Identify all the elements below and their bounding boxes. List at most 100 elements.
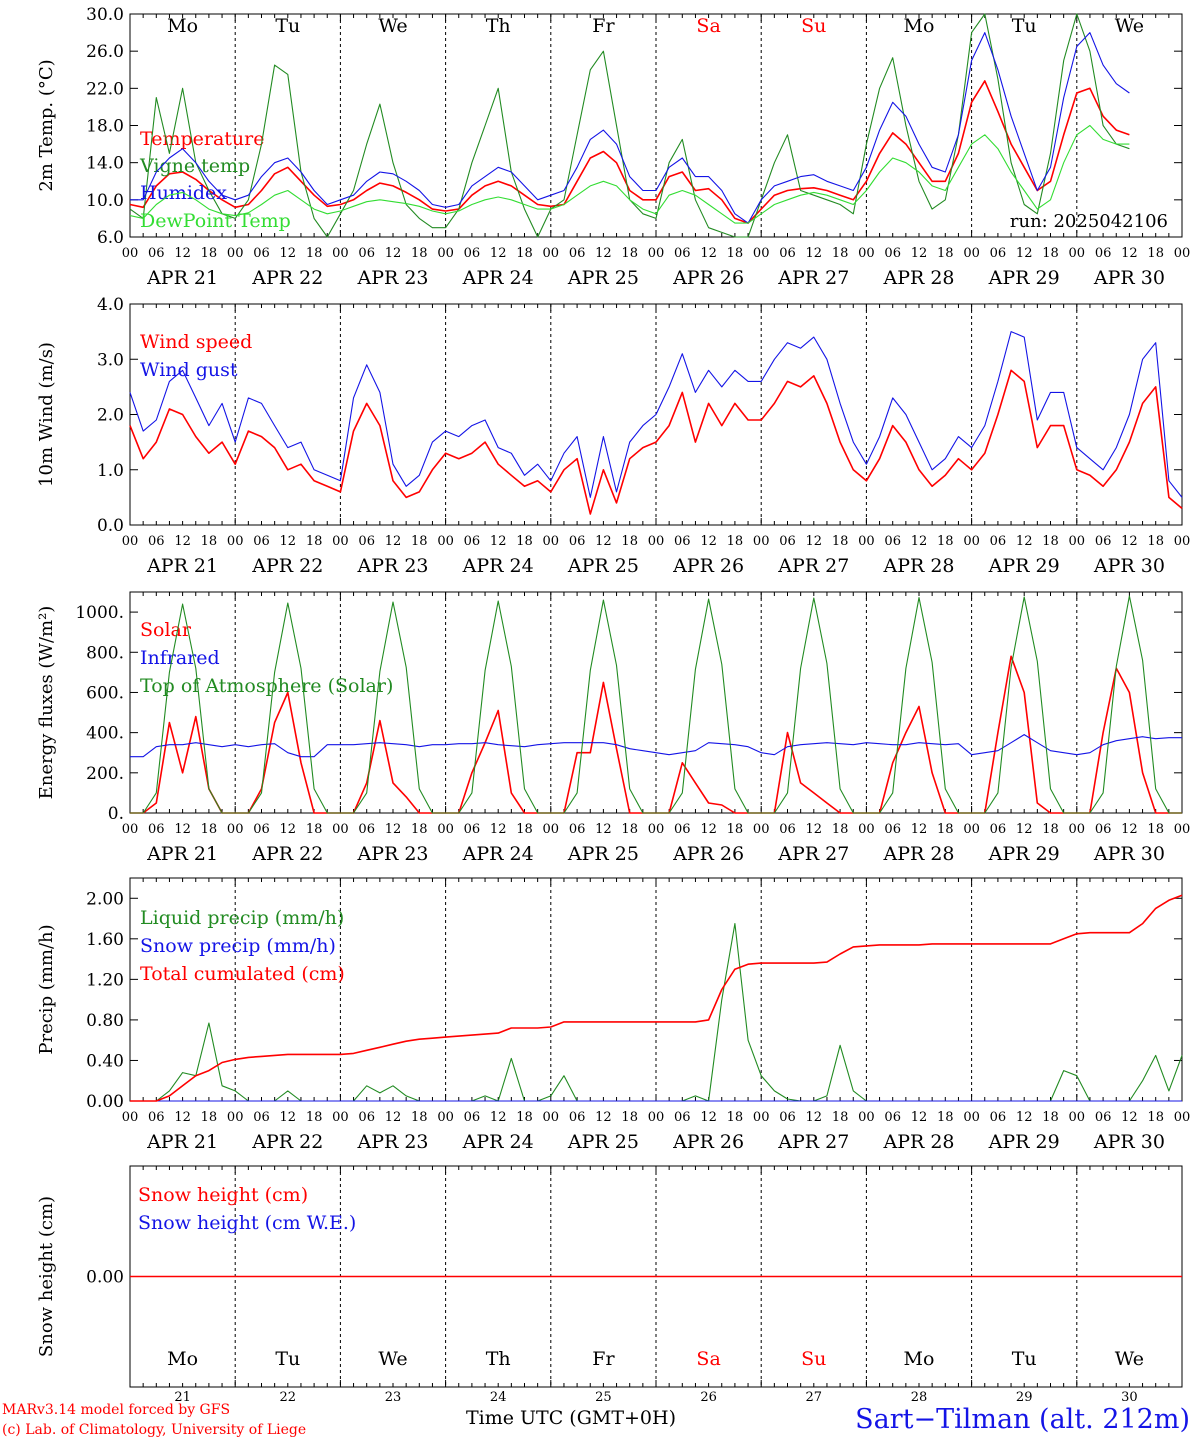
time-axis-label: Time UTC (GMT+0H) <box>466 1407 676 1429</box>
hour-tick-label: 06 <box>253 246 270 261</box>
hour-tick-label: 06 <box>569 822 586 837</box>
date-label: APR 25 <box>567 267 639 289</box>
hour-tick-label: 00 <box>858 534 875 549</box>
hour-tick-label: 18 <box>937 1110 954 1125</box>
weekday-label: We <box>378 1348 407 1370</box>
hour-tick-label: 00 <box>332 246 349 261</box>
day-number-label: 29 <box>1016 1390 1033 1405</box>
date-label: APR 28 <box>882 843 954 865</box>
weekday-label: Tu <box>275 15 300 37</box>
hour-tick-label: 18 <box>201 534 218 549</box>
hour-tick-label: 00 <box>648 1110 665 1125</box>
hour-tick-label: 12 <box>911 822 928 837</box>
hour-tick-label: 12 <box>1016 246 1033 261</box>
y-axis-label: 2m Temp. (°C) <box>36 59 57 191</box>
y-axis-label: 10m Wind (m/s) <box>36 342 57 487</box>
hour-tick-label: 00 <box>437 534 454 549</box>
hour-tick-label: 18 <box>201 822 218 837</box>
hour-tick-label: 18 <box>937 822 954 837</box>
legend-entry: Snow height (cm W.E.) <box>138 1212 356 1234</box>
weekday-label: Fr <box>592 1348 615 1370</box>
series-line-temperature <box>129 80 1130 224</box>
hour-tick-label: 00 <box>437 246 454 261</box>
run-label: run: 2025042106 <box>1010 211 1168 232</box>
hour-tick-label: 18 <box>1147 246 1164 261</box>
hour-tick-label: 18 <box>516 534 533 549</box>
hour-tick-label: 18 <box>832 246 849 261</box>
hour-tick-label: 12 <box>174 246 191 261</box>
hour-tick-label: 18 <box>306 822 323 837</box>
weekday-label: Su <box>801 1348 826 1370</box>
hour-tick-label: 06 <box>464 246 481 261</box>
day-number-label: 25 <box>595 1390 612 1405</box>
date-label: APR 30 <box>1093 267 1165 289</box>
hour-tick-label: 00 <box>227 822 244 837</box>
hour-tick-label: 00 <box>1174 1110 1191 1125</box>
date-label: APR 21 <box>146 555 218 577</box>
hour-tick-label: 06 <box>569 1110 586 1125</box>
hour-tick-label: 18 <box>621 246 638 261</box>
day-number-label: 24 <box>490 1390 507 1405</box>
hour-tick-label: 18 <box>201 1110 218 1125</box>
y-tick-label: 14.0 <box>86 154 124 174</box>
hour-tick-label: 18 <box>727 246 744 261</box>
hour-tick-label: 00 <box>122 822 139 837</box>
hour-tick-label: 06 <box>253 822 270 837</box>
day-number-label: 23 <box>385 1390 402 1405</box>
hour-tick-label: 18 <box>621 534 638 549</box>
day-number-label: 21 <box>174 1390 191 1405</box>
legend-entry: Snow height (cm) <box>138 1184 308 1206</box>
hour-tick-label: 06 <box>1095 1110 1112 1125</box>
hour-tick-label: 12 <box>806 534 823 549</box>
hour-tick-label: 12 <box>280 822 297 837</box>
hour-tick-label: 06 <box>148 246 165 261</box>
hour-tick-label: 06 <box>990 822 1007 837</box>
hour-tick-label: 06 <box>674 534 691 549</box>
hour-tick-label: 18 <box>1147 1110 1164 1125</box>
hour-tick-label: 12 <box>700 534 717 549</box>
hour-tick-label: 12 <box>490 534 507 549</box>
hour-tick-label: 18 <box>201 246 218 261</box>
hour-tick-label: 06 <box>674 822 691 837</box>
legend-entry: Infrared <box>140 647 220 669</box>
hour-tick-label: 00 <box>753 534 770 549</box>
hour-tick-label: 18 <box>832 822 849 837</box>
day-number-label: 28 <box>911 1390 928 1405</box>
hour-tick-label: 00 <box>1069 822 1086 837</box>
hour-tick-label: 06 <box>358 822 375 837</box>
hour-tick-label: 06 <box>1095 246 1112 261</box>
date-label: APR 23 <box>356 843 428 865</box>
hour-tick-label: 00 <box>963 534 980 549</box>
y-axis-label: Snow height (cm) <box>36 1196 57 1357</box>
date-label: APR 22 <box>251 555 323 577</box>
hour-tick-label: 06 <box>569 534 586 549</box>
hour-tick-label: 00 <box>963 246 980 261</box>
day-number-label: 27 <box>806 1390 823 1405</box>
date-label: APR 26 <box>672 1131 744 1153</box>
hour-tick-label: 06 <box>148 534 165 549</box>
hour-tick-label: 06 <box>148 822 165 837</box>
weekday-label: Mo <box>904 15 935 37</box>
series-line-total-cumulated-cm <box>130 894 1183 1102</box>
date-label: APR 29 <box>988 267 1060 289</box>
legend-entry: Total cumulated (cm) <box>140 963 345 985</box>
hour-tick-label: 00 <box>332 822 349 837</box>
hour-tick-label: 06 <box>884 246 901 261</box>
series-line-dewpoint-temp <box>129 124 1130 224</box>
hour-tick-label: 12 <box>1016 1110 1033 1125</box>
hour-tick-label: 12 <box>911 246 928 261</box>
date-label: APR 21 <box>146 1131 218 1153</box>
hour-tick-label: 12 <box>911 1110 928 1125</box>
series-line-vigne-temp <box>129 13 1130 238</box>
panel-snow: 0.00 Snow height (cm) Snow height (cm) Snow… <box>36 1165 1183 1405</box>
legend-entry: Temperature <box>140 128 264 150</box>
hour-tick-label: 12 <box>595 1110 612 1125</box>
hour-tick-label: 18 <box>832 1110 849 1125</box>
hour-tick-label: 18 <box>1042 246 1059 261</box>
hour-tick-label: 00 <box>1174 822 1191 837</box>
hour-tick-label: 12 <box>806 1110 823 1125</box>
hour-tick-label: 00 <box>227 1110 244 1125</box>
weekday-label: Th <box>486 15 511 37</box>
weekday-label: Mo <box>167 15 198 37</box>
